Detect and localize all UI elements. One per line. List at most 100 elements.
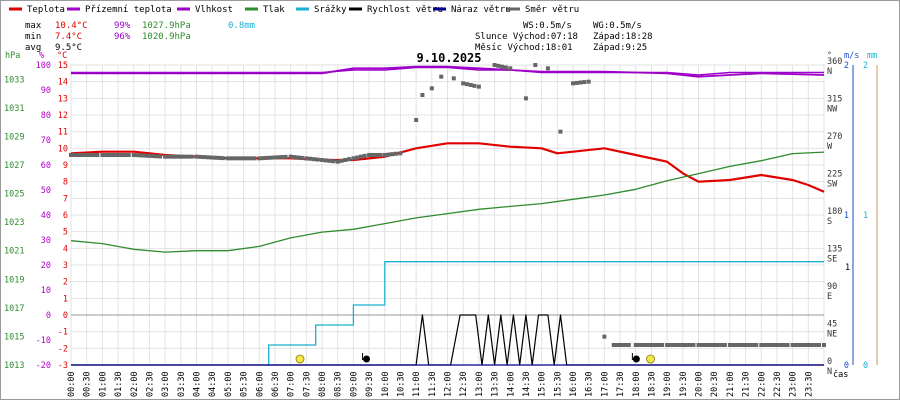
tick-humidity-3: 10: [41, 286, 51, 296]
marker-sunrise: [295, 354, 305, 364]
direction-point-20: [461, 81, 466, 86]
direction-dot-33-2: [672, 343, 677, 347]
tick-direction-deg-4: 180: [827, 207, 842, 217]
direction-dot-31-3: [623, 343, 628, 347]
tick-x-10: 05:00: [224, 371, 234, 397]
direction-dot-37-4: [805, 343, 810, 347]
stat-1-2: 96%: [114, 32, 131, 42]
tick-humidity-6: 40: [41, 211, 51, 221]
tick-pressure-2: 1017: [4, 304, 24, 314]
tick-x-15: 07:30: [302, 371, 312, 397]
direction-point-34: [696, 343, 701, 347]
direction-dot-31-1: [615, 343, 620, 347]
tick-direction-deg-6: 270: [827, 132, 842, 142]
stats-block: max 10.4°C 99% 1027.9hPa 0.8mm min 7.4°C 96% 102…: [25, 21, 255, 53]
direction-dot-33-3: [676, 343, 681, 347]
direction-dot-12-3: [378, 153, 383, 157]
direction-dot-37-7: [816, 343, 821, 347]
tick-temperature-17: 14: [58, 78, 68, 88]
tick-rain-1: 1: [863, 211, 868, 221]
tick-direction-dir-6: W: [827, 142, 833, 152]
direction-dot-6-7: [283, 154, 288, 159]
direction-point-6: [257, 156, 262, 161]
tick-x-5: 02:30: [145, 371, 155, 397]
stat-0-3: 1027.9hPa: [142, 21, 191, 31]
legend-item-temperature: Teplota: [9, 5, 65, 15]
direction-point-2: [131, 153, 136, 157]
direction-dot-28-3: [582, 80, 587, 85]
tick-x-18: 09:00: [349, 371, 359, 397]
legend-item-humidity: Vlhkost: [177, 5, 233, 15]
legend-item-wind_speed: Rychlost větru: [349, 5, 443, 15]
tick-x-1: 00:30: [83, 371, 93, 397]
tick-temperature-5: 2: [63, 278, 68, 288]
direction-dot-3-3: [174, 154, 179, 159]
info-moon-rise: Měsíc Východ:18:01: [475, 43, 573, 53]
stat-1-3: 1020.9hPa: [142, 32, 191, 42]
info-wg: WG:0.5m/s: [593, 21, 642, 31]
chart-title: 9.10.2025: [416, 51, 481, 65]
tick-x-41: 20:30: [710, 371, 720, 397]
direction-dot-32-1: [637, 343, 642, 347]
tick-temperature-11: 8: [63, 178, 68, 188]
direction-dot-8-2: [311, 157, 316, 162]
tick-direction-deg-3: 135: [827, 245, 842, 255]
direction-dot-6-6: [279, 155, 284, 160]
direction-dot-1-6: [122, 153, 127, 157]
direction-dot-20-1: [464, 82, 469, 87]
direction-dot-20-3: [472, 83, 477, 88]
direction-dot-6-2: [264, 155, 269, 160]
stat-0-1: 10.4°C: [55, 21, 88, 31]
tick-direction-dir-5: SW: [827, 180, 838, 190]
direction-dot-5-2: [233, 156, 238, 161]
direction-dot-4-4: [209, 155, 214, 160]
direction-dot-11-3: [362, 153, 367, 158]
tick-x-30: 15:00: [538, 371, 548, 397]
direction-dot-36-4: [774, 343, 779, 347]
direction-dot-1-4: [115, 153, 120, 157]
direction-dot-37-6: [813, 343, 818, 347]
direction-point-29: [586, 79, 591, 84]
direction-dot-2-7: [158, 154, 163, 159]
tick-direction-deg-2: 90: [827, 282, 837, 292]
tick-humidity-10: 80: [41, 111, 51, 121]
tick-pressure-7: 1027: [4, 161, 24, 171]
direction-point-5: [225, 156, 230, 161]
direction-dot-8-1: [308, 156, 313, 161]
info-block: WS:0.5m/s WG:0.5m/s Slunce Východ:07:18 Záp…: [475, 21, 653, 53]
direction-dot-34-4: [711, 343, 716, 347]
tick-temperature-8: 5: [63, 228, 68, 238]
tick-direction-deg-5: 225: [827, 170, 842, 180]
direction-dot-8-3: [315, 157, 320, 162]
direction-dot-7-2: [296, 155, 301, 160]
direction-dot-32-5: [652, 343, 657, 347]
direction-dot-3-5: [181, 154, 186, 159]
axes: hPa% °C1013101510171019102110231025102710…: [4, 51, 878, 397]
direction-dot-1-1: [104, 153, 109, 157]
tick-x-8: 04:00: [193, 371, 203, 397]
tick-x-45: 22:30: [773, 371, 783, 397]
direction-dot-13-2: [390, 152, 395, 157]
direction-dot-12-2: [374, 153, 379, 157]
tick-x-17: 08:30: [334, 371, 344, 397]
legend-item-precipitation: Srážky: [296, 5, 347, 15]
tick-x-42: 21:00: [726, 371, 736, 397]
direction-dot-10-2: [343, 158, 348, 162]
tick-x-37: 18:30: [647, 371, 657, 397]
direction-dot-3-4: [178, 154, 183, 159]
direction-dot-0-5: [87, 153, 92, 157]
direction-dot-4-1: [198, 154, 203, 159]
direction-dot-5-6: [248, 156, 253, 161]
direction-point-28: [571, 81, 575, 86]
tick-x-29: 14:30: [522, 371, 532, 397]
direction-dot-9-2: [327, 158, 332, 163]
legend: Teplota Přízemní teplota Vlhkost Tlak Srážky…: [9, 5, 579, 15]
direction-dot-2-1: [135, 153, 140, 158]
direction-dot-33-6: [687, 343, 692, 347]
direction-dot-28-1: [574, 80, 579, 85]
legend-label-feels_like: Přízemní teplota: [85, 5, 172, 15]
tick-x-44: 22:00: [757, 371, 767, 397]
direction-dot-20-2: [468, 83, 473, 87]
tick-direction-dir-1: NE: [827, 330, 837, 340]
